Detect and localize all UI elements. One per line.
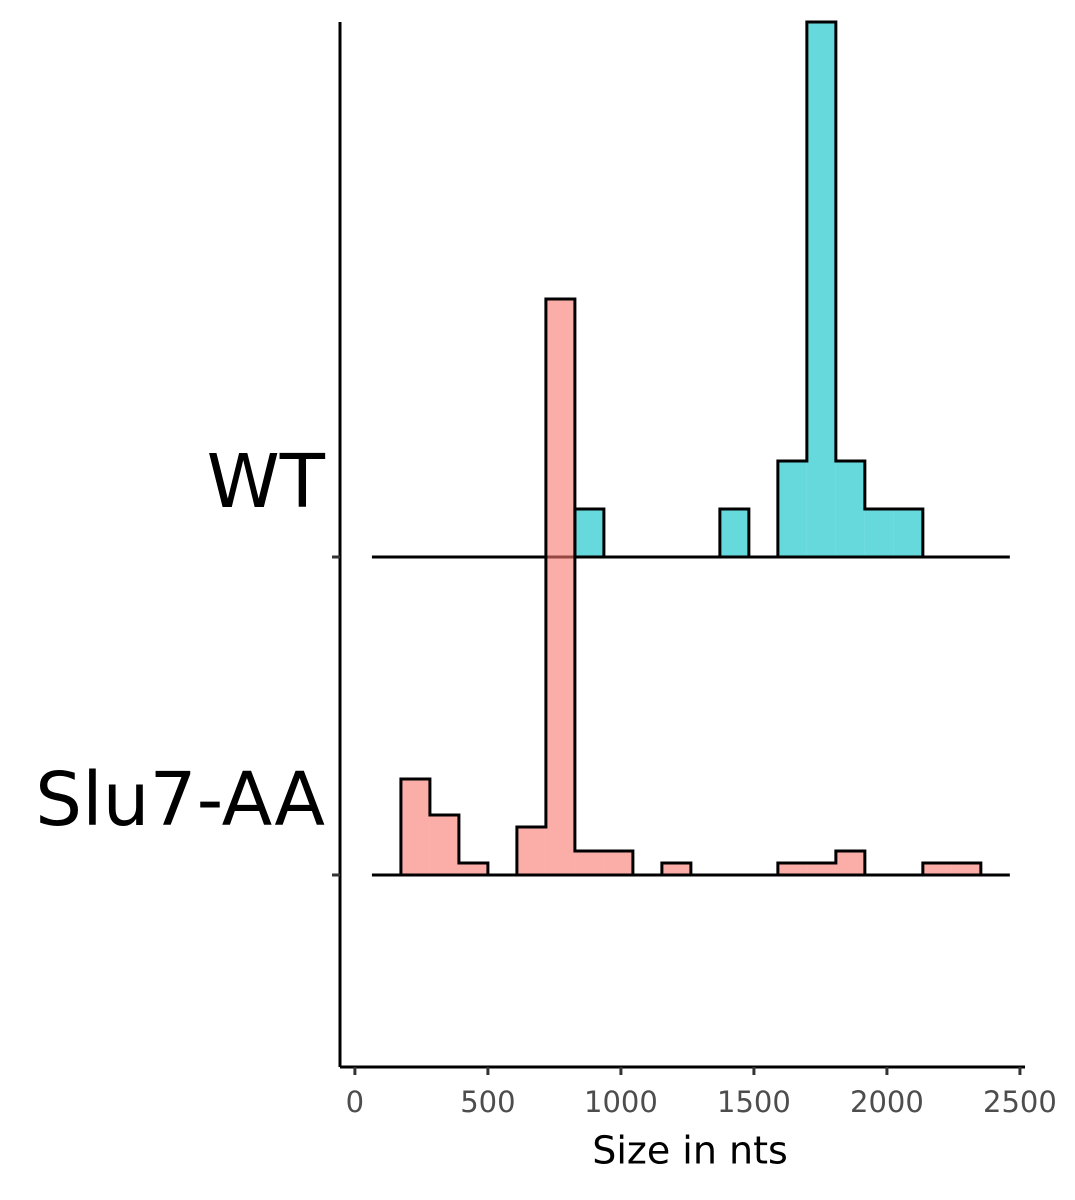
bar [429,815,459,875]
bar [603,851,633,875]
bar [835,851,865,875]
x-tick-label: 1500 [717,1085,791,1119]
bar [864,509,894,557]
bar [893,509,923,557]
bar [951,863,981,875]
bar [516,827,546,875]
bar [922,863,952,875]
y-category-label: WT [207,439,326,525]
bar [835,461,865,557]
outline [371,297,1010,877]
bar [400,779,430,875]
bar [806,863,836,875]
bar [719,509,749,557]
bar [574,509,604,557]
bar [545,299,575,875]
x-tick-label: 500 [460,1085,515,1119]
x-tick-label: 0 [346,1085,364,1119]
x-axis-title: Size in nts [592,1129,788,1173]
bar [806,22,836,557]
x-tick-label: 1000 [584,1085,658,1119]
bar [777,863,807,875]
bar [574,851,604,875]
bar [777,461,807,557]
x-tick-label: 2000 [850,1085,924,1119]
y-category-label: Slu7-AA [35,757,325,843]
x-tick-label: 2500 [983,1085,1057,1119]
outline [371,20,1010,559]
bar [661,863,691,875]
bar [458,863,488,875]
